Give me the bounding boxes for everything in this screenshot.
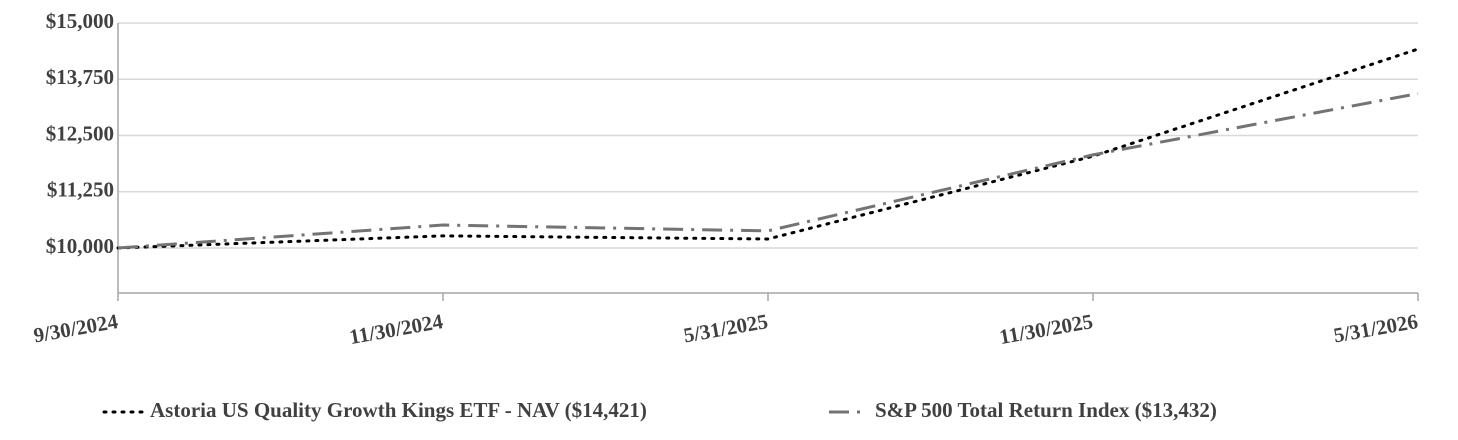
x-tick-label: 9/30/2024 [32,309,121,348]
legend-label: S&P 500 Total Return Index ($13,432) [875,398,1217,422]
x-tick-label: 11/30/2024 [347,309,445,349]
y-tick-label: $10,000 [46,234,114,258]
x-tick-label: 5/31/2025 [682,309,770,347]
series-line [117,92,1419,250]
y-tick-label: $13,750 [46,65,114,89]
x-tick-label: 11/30/2025 [997,309,1094,349]
series-line [116,47,1420,250]
x-tick-label: 5/31/2026 [1332,309,1420,347]
y-tick-label: $11,250 [47,178,114,202]
y-tick-label: $12,500 [46,121,114,145]
legend-label: Astoria US Quality Growth Kings ETF - NA… [150,398,647,422]
y-tick-label: $15,000 [46,9,114,33]
